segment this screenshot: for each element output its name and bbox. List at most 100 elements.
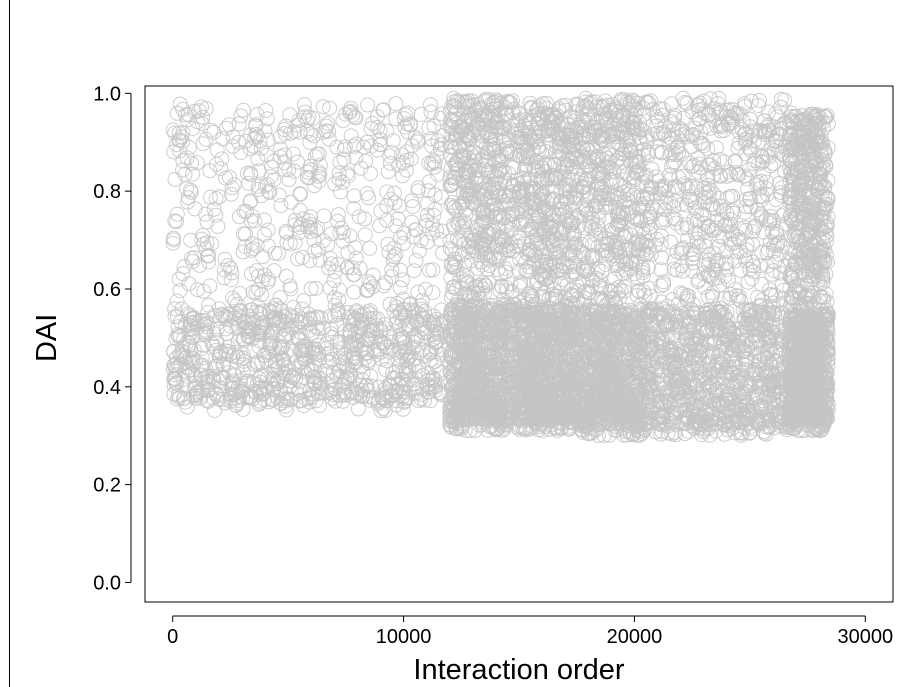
data-point — [446, 94, 462, 110]
data-point — [281, 162, 297, 177]
data-point — [419, 213, 435, 229]
data-point — [168, 367, 184, 383]
data-point — [492, 361, 508, 377]
data-point — [421, 262, 437, 278]
data-point — [290, 251, 306, 267]
data-point — [223, 272, 239, 288]
data-point — [541, 127, 557, 143]
data-point — [331, 165, 347, 181]
data-point — [223, 186, 239, 202]
data-point — [336, 224, 351, 240]
data-point — [449, 215, 465, 231]
data-point — [279, 234, 295, 250]
data-point — [513, 204, 529, 220]
data-point — [206, 124, 222, 140]
data-point — [398, 390, 414, 406]
data-point — [209, 142, 225, 158]
data-point — [464, 194, 480, 210]
data-point — [479, 145, 495, 161]
data-point — [492, 120, 508, 136]
data-point — [429, 222, 445, 238]
data-point — [255, 322, 271, 338]
data-point — [375, 102, 391, 118]
data-point — [359, 304, 375, 320]
data-point — [413, 391, 429, 407]
data-point — [454, 218, 470, 234]
data-point — [373, 335, 388, 351]
data-point — [534, 186, 550, 202]
data-point — [474, 188, 490, 203]
data-point — [511, 105, 527, 121]
data-point — [472, 120, 487, 136]
data-point — [172, 96, 188, 112]
data-point — [212, 373, 227, 389]
data-point — [552, 174, 568, 190]
data-point — [407, 357, 423, 373]
data-point — [464, 315, 480, 331]
data-point — [479, 392, 495, 408]
data-point — [229, 349, 245, 365]
data-point — [302, 134, 318, 150]
data-point — [347, 109, 363, 125]
data-point — [378, 275, 394, 291]
data-point — [482, 129, 498, 145]
data-point — [411, 306, 426, 322]
data-point — [306, 232, 322, 248]
data-point — [483, 407, 499, 423]
data-point — [166, 144, 182, 160]
data-point — [288, 371, 304, 386]
data-point — [346, 188, 362, 204]
data-point — [382, 148, 398, 164]
data-point — [494, 391, 510, 407]
data-point — [552, 224, 568, 240]
data-point — [402, 296, 418, 312]
data-point — [355, 388, 371, 403]
data-point — [478, 92, 493, 107]
data-point — [255, 249, 271, 265]
data-point — [467, 144, 483, 160]
data-point — [306, 375, 322, 391]
data-point — [358, 283, 374, 298]
data-point — [307, 243, 323, 259]
data-point — [199, 315, 215, 331]
data-point — [460, 353, 476, 369]
data-point — [224, 180, 240, 196]
data-point — [305, 110, 321, 126]
data-point — [311, 164, 327, 180]
data-point — [295, 249, 310, 265]
data-point — [429, 357, 444, 373]
data-point — [322, 280, 338, 296]
data-point — [221, 365, 237, 381]
data-point — [365, 267, 381, 283]
data-point — [555, 272, 570, 287]
data-point — [355, 372, 371, 388]
data-point — [408, 222, 424, 238]
data-point — [166, 357, 182, 373]
data-point — [414, 308, 430, 324]
data-point — [214, 151, 230, 167]
data-point — [477, 186, 492, 202]
data-point — [176, 331, 192, 347]
data-point — [216, 356, 232, 372]
data-point — [480, 182, 496, 198]
data-point — [348, 385, 364, 401]
data-point — [395, 168, 410, 184]
data-point — [273, 141, 289, 157]
data-point — [205, 371, 221, 387]
data-point — [347, 354, 363, 370]
data-point — [278, 402, 294, 418]
data-point — [197, 312, 213, 328]
data-point — [342, 327, 358, 343]
data-point — [373, 322, 389, 338]
data-point — [472, 316, 488, 332]
data-point — [553, 193, 569, 209]
data-point — [461, 150, 477, 166]
data-point — [259, 176, 275, 192]
data-point — [385, 370, 401, 386]
data-point — [179, 334, 195, 350]
data-point — [204, 236, 220, 252]
data-point — [205, 390, 221, 406]
data-point — [245, 375, 261, 391]
data-point — [300, 219, 316, 235]
left-border-rule — [9, 0, 10, 687]
